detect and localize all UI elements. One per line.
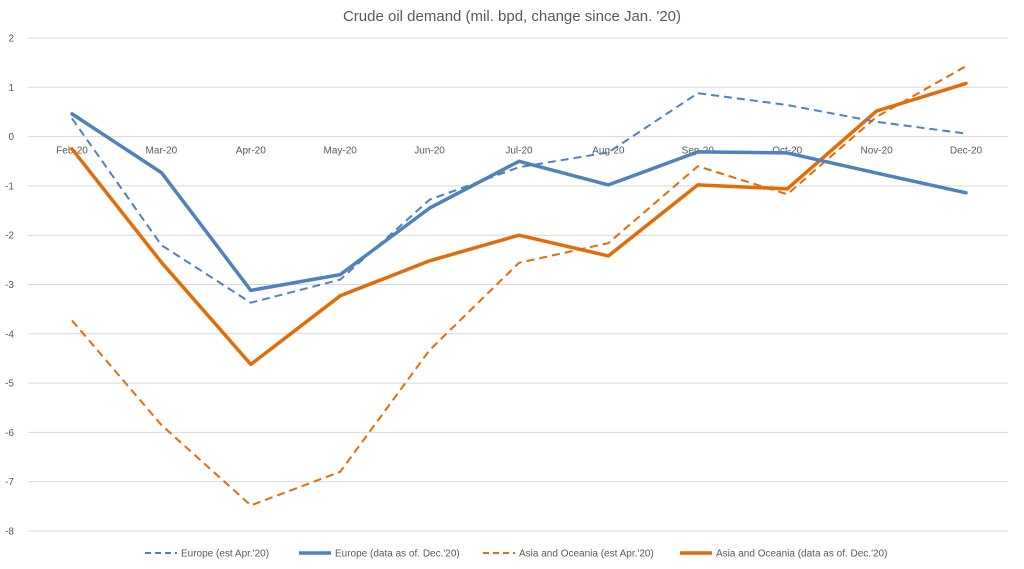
x-tick-label: Oct-20 [772, 146, 802, 157]
series-line [70, 112, 968, 293]
y-tick-label: -2 [5, 231, 14, 242]
series-line [70, 81, 968, 367]
legend: Europe (est Apr.'20) Europe (data as of. … [145, 549, 887, 560]
x-tick-label: Aug-20 [592, 146, 625, 157]
y-tick-label: -7 [5, 477, 14, 488]
series-line [71, 65, 967, 507]
y-tick-label: 2 [8, 34, 14, 45]
y-tick-label: -5 [5, 379, 14, 390]
legend-label: Europe (est Apr.'20) [181, 549, 269, 560]
y-tick-label: 1 [8, 83, 14, 94]
legend-label: Asia and Oceania (data as of. Dec.'20) [716, 549, 887, 560]
y-tick-label: -4 [5, 329, 14, 340]
legend-label: Europe (data as of. Dec.'20) [335, 549, 460, 560]
y-tick-label: -8 [5, 527, 14, 538]
x-tick-label: Jun-20 [414, 146, 445, 157]
x-tick-label: Nov-20 [860, 146, 893, 157]
legend-label: Asia and Oceania (est Apr.'20) [519, 549, 654, 560]
chart-title: Crude oil demand (mil. bpd, change since… [343, 8, 681, 25]
x-tick-label: Jul-20 [505, 146, 533, 157]
series-lines [70, 65, 968, 507]
y-tick-label: -6 [5, 428, 14, 439]
x-tick-label: Mar-20 [146, 146, 178, 157]
x-tick-label: Dec-20 [950, 146, 983, 157]
x-axis: Feb-20 Mar-20 Apr-20 May-20 Jun-20 Jul-20 Aug-… [56, 146, 982, 157]
gridlines [28, 37, 1008, 532]
y-tick-label: -1 [5, 181, 14, 192]
y-tick-label: -3 [5, 280, 14, 291]
x-tick-label: May-20 [324, 146, 358, 157]
y-tick-label: 0 [8, 132, 14, 143]
y-axis: 2 1 0 -1 -2 -3 -4 -5 -6 -7 -8 [5, 34, 14, 538]
series-line [71, 92, 967, 304]
x-tick-label: Apr-20 [236, 146, 266, 157]
